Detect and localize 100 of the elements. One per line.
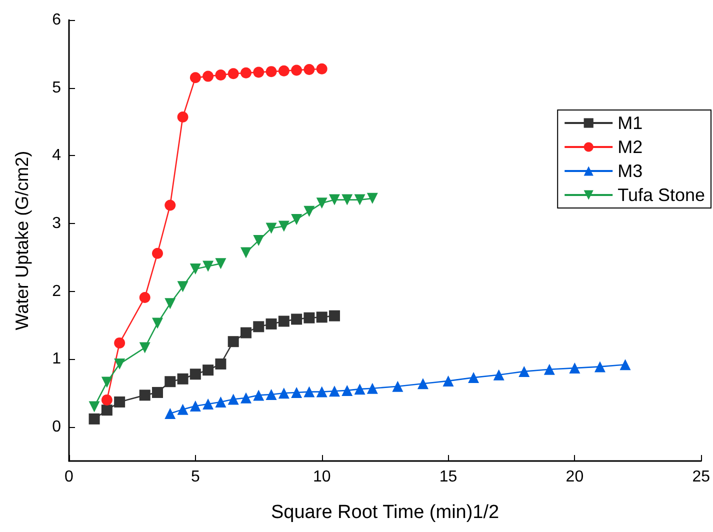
point	[88, 401, 100, 412]
point	[190, 400, 201, 412]
legend-label: M2	[618, 137, 643, 157]
point	[266, 318, 277, 330]
point	[101, 394, 112, 406]
point	[152, 318, 163, 329]
point	[366, 192, 378, 204]
x-tick-label: 5	[190, 468, 200, 486]
point	[228, 68, 239, 80]
point	[152, 386, 163, 398]
point	[139, 342, 150, 354]
point	[468, 372, 480, 384]
point	[328, 386, 340, 397]
point	[215, 358, 226, 370]
point	[253, 390, 264, 401]
point	[88, 413, 100, 424]
y-axis-title: Water Uptake (G/cm2)	[12, 150, 32, 330]
point	[569, 362, 580, 374]
point	[177, 112, 188, 123]
point	[518, 366, 530, 377]
point	[190, 263, 201, 274]
point	[228, 336, 239, 348]
point	[114, 396, 126, 408]
x-tick-label: 10	[312, 468, 331, 486]
point	[202, 364, 214, 376]
point	[291, 214, 302, 225]
point	[266, 222, 277, 234]
point	[101, 404, 112, 416]
point	[164, 376, 176, 388]
point	[544, 364, 555, 375]
y-tick-label: 4	[52, 147, 62, 164]
point	[164, 408, 176, 420]
x-tick-label: 0	[64, 468, 74, 486]
legend-label: Tufa Stone	[618, 185, 705, 205]
point	[417, 378, 428, 390]
point	[139, 292, 150, 303]
point	[202, 398, 214, 410]
point	[328, 310, 340, 322]
point	[114, 358, 126, 370]
legend-label: M3	[618, 161, 643, 181]
point	[328, 194, 340, 206]
point	[354, 384, 366, 395]
point	[164, 298, 176, 310]
point	[253, 235, 264, 246]
point	[354, 194, 366, 206]
point	[240, 327, 252, 338]
point	[202, 70, 214, 82]
point	[177, 373, 188, 384]
x-tick-label: 20	[566, 468, 584, 486]
point	[164, 200, 176, 211]
point	[139, 390, 150, 401]
point	[190, 72, 201, 84]
point	[240, 392, 252, 404]
y-tick-label: 1	[52, 350, 62, 368]
point	[594, 361, 606, 372]
y-tick-label: 5	[52, 79, 62, 96]
point	[316, 63, 328, 74]
point	[291, 386, 302, 398]
point	[278, 316, 290, 327]
point	[304, 312, 315, 324]
point	[266, 66, 277, 78]
point	[278, 220, 290, 232]
y-tick-label: 3	[52, 215, 62, 232]
point	[342, 384, 353, 396]
point	[215, 396, 226, 408]
x-tick-label: 25	[692, 468, 710, 486]
point	[253, 66, 264, 78]
point	[278, 65, 290, 76]
point	[291, 64, 302, 76]
point	[190, 368, 201, 380]
point	[620, 359, 631, 370]
point	[101, 376, 112, 388]
point	[240, 67, 252, 78]
point	[278, 388, 290, 399]
point	[253, 321, 264, 332]
point	[493, 369, 504, 380]
point	[304, 206, 315, 217]
point	[316, 386, 328, 398]
point	[266, 389, 277, 400]
point	[228, 394, 239, 405]
legend-label: M1	[618, 113, 643, 133]
point	[304, 386, 315, 398]
point	[114, 337, 126, 348]
x-tick-label: 15	[439, 468, 458, 486]
point	[177, 281, 188, 292]
y-tick-label: 6	[52, 12, 62, 28]
point	[215, 69, 226, 80]
point	[215, 258, 226, 270]
x-axis-title: Square Root Time (min)1/2	[271, 502, 500, 523]
y-tick-label: 2	[52, 282, 62, 300]
point	[342, 194, 353, 206]
point	[316, 312, 328, 323]
point	[304, 64, 315, 76]
y-tick-label: 0	[52, 418, 62, 436]
point	[177, 404, 188, 415]
point	[291, 314, 302, 325]
point	[442, 375, 454, 386]
point	[202, 260, 214, 272]
point	[366, 382, 378, 394]
point	[240, 247, 252, 258]
